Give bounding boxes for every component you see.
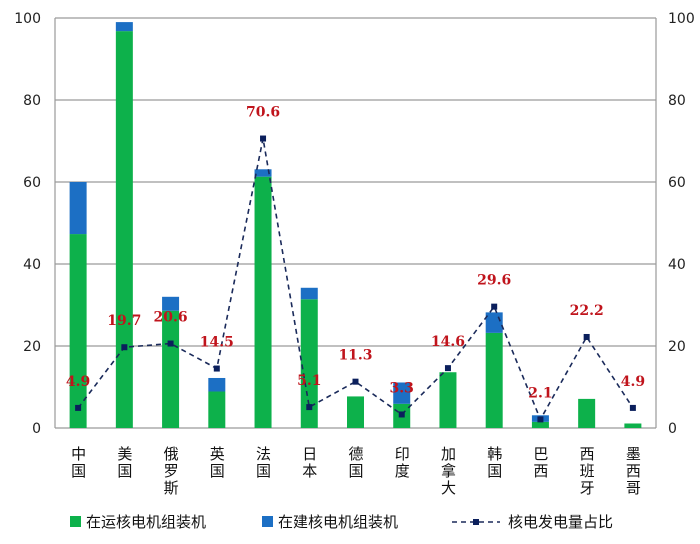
legend-label: 在建核电机组装机 (278, 513, 398, 531)
data-label: 11.3 (338, 348, 372, 364)
bar-operating (531, 421, 549, 428)
share-marker (491, 303, 498, 310)
share-marker (629, 404, 636, 411)
share-marker (167, 340, 174, 347)
y2-tick-label: 20 (668, 339, 686, 355)
bar-operating (69, 234, 87, 428)
bar-operating (624, 423, 642, 428)
x-tick-label: 日本 (300, 446, 318, 480)
y-tick-label: 40 (23, 257, 41, 273)
data-label: 70.6 (246, 105, 280, 121)
data-label: 29.6 (477, 273, 511, 289)
x-tick-label: 俄罗斯 (162, 446, 180, 497)
y-tick-label: 0 (32, 421, 41, 437)
bar-under-construction (254, 169, 272, 177)
data-label: 5.1 (297, 373, 321, 389)
bar-operating (578, 398, 596, 428)
legend-swatch-construction (262, 516, 273, 527)
bar-under-construction (69, 182, 87, 235)
bar-under-construction (485, 312, 503, 333)
x-tick-label: 韩国 (485, 446, 503, 480)
x-tick-label: 德国 (347, 445, 365, 480)
data-label: 4.9 (621, 374, 645, 390)
bar-operating (254, 176, 272, 428)
bar-under-construction (162, 296, 180, 311)
data-label: 22.2 (570, 303, 604, 319)
x-tick-label: 巴西 (531, 446, 549, 480)
y2-tick-label: 0 (668, 421, 677, 437)
share-marker (583, 333, 590, 340)
x-tick-label: 墨西哥 (624, 446, 642, 497)
share-marker (213, 365, 220, 372)
bar-operating (485, 332, 503, 428)
x-tick-label: 加拿大 (439, 446, 457, 497)
x-tick-label: 印度 (393, 446, 411, 480)
y2-tick-label: 80 (668, 93, 686, 109)
bar-operating (439, 372, 457, 428)
x-tick-label: 法国 (254, 446, 272, 480)
data-label: 3.3 (390, 380, 414, 396)
legend-label: 核电发电量占比 (508, 513, 613, 531)
bar-operating (347, 396, 364, 428)
y2-tick-label: 60 (668, 175, 686, 191)
legend-swatch-operating (70, 516, 81, 527)
share-line (77, 138, 634, 422)
bar-operating (208, 391, 226, 428)
data-label: 2.1 (528, 385, 552, 401)
legend-marker (473, 519, 479, 525)
data-label: 14.5 (200, 335, 234, 351)
bar-under-construction (300, 287, 318, 300)
bar-operating (162, 310, 180, 428)
x-tick-label: 美国 (115, 446, 133, 480)
y-tick-label: 80 (23, 93, 41, 109)
bar-operating (300, 299, 318, 428)
share-marker (260, 135, 267, 142)
data-label: 14.6 (431, 334, 465, 350)
share-marker (537, 416, 544, 423)
y2-tick-label: 40 (668, 257, 686, 273)
share-marker (444, 365, 451, 372)
share-marker (121, 344, 128, 351)
share-marker (398, 411, 405, 418)
legend-label: 在运核电机组装机 (86, 513, 206, 531)
x-tick-label: 西班牙 (578, 446, 596, 497)
x-tick-label: 中国 (69, 446, 87, 480)
data-label: 4.9 (66, 374, 90, 390)
y-tick-label: 20 (23, 339, 41, 355)
data-label: 20.6 (154, 310, 188, 326)
y-tick-label: 60 (23, 175, 41, 191)
y-tick-label: 100 (14, 11, 41, 27)
share-marker (75, 404, 82, 411)
bar-operating (115, 31, 133, 429)
share-marker (306, 404, 313, 411)
bar-under-construction (393, 382, 411, 404)
bar-under-construction (115, 22, 133, 32)
y2-tick-label: 100 (668, 11, 695, 27)
x-tick-label: 英国 (208, 445, 226, 480)
share-marker (352, 378, 359, 385)
bar-under-construction (208, 377, 226, 392)
data-label: 19.7 (107, 313, 141, 329)
